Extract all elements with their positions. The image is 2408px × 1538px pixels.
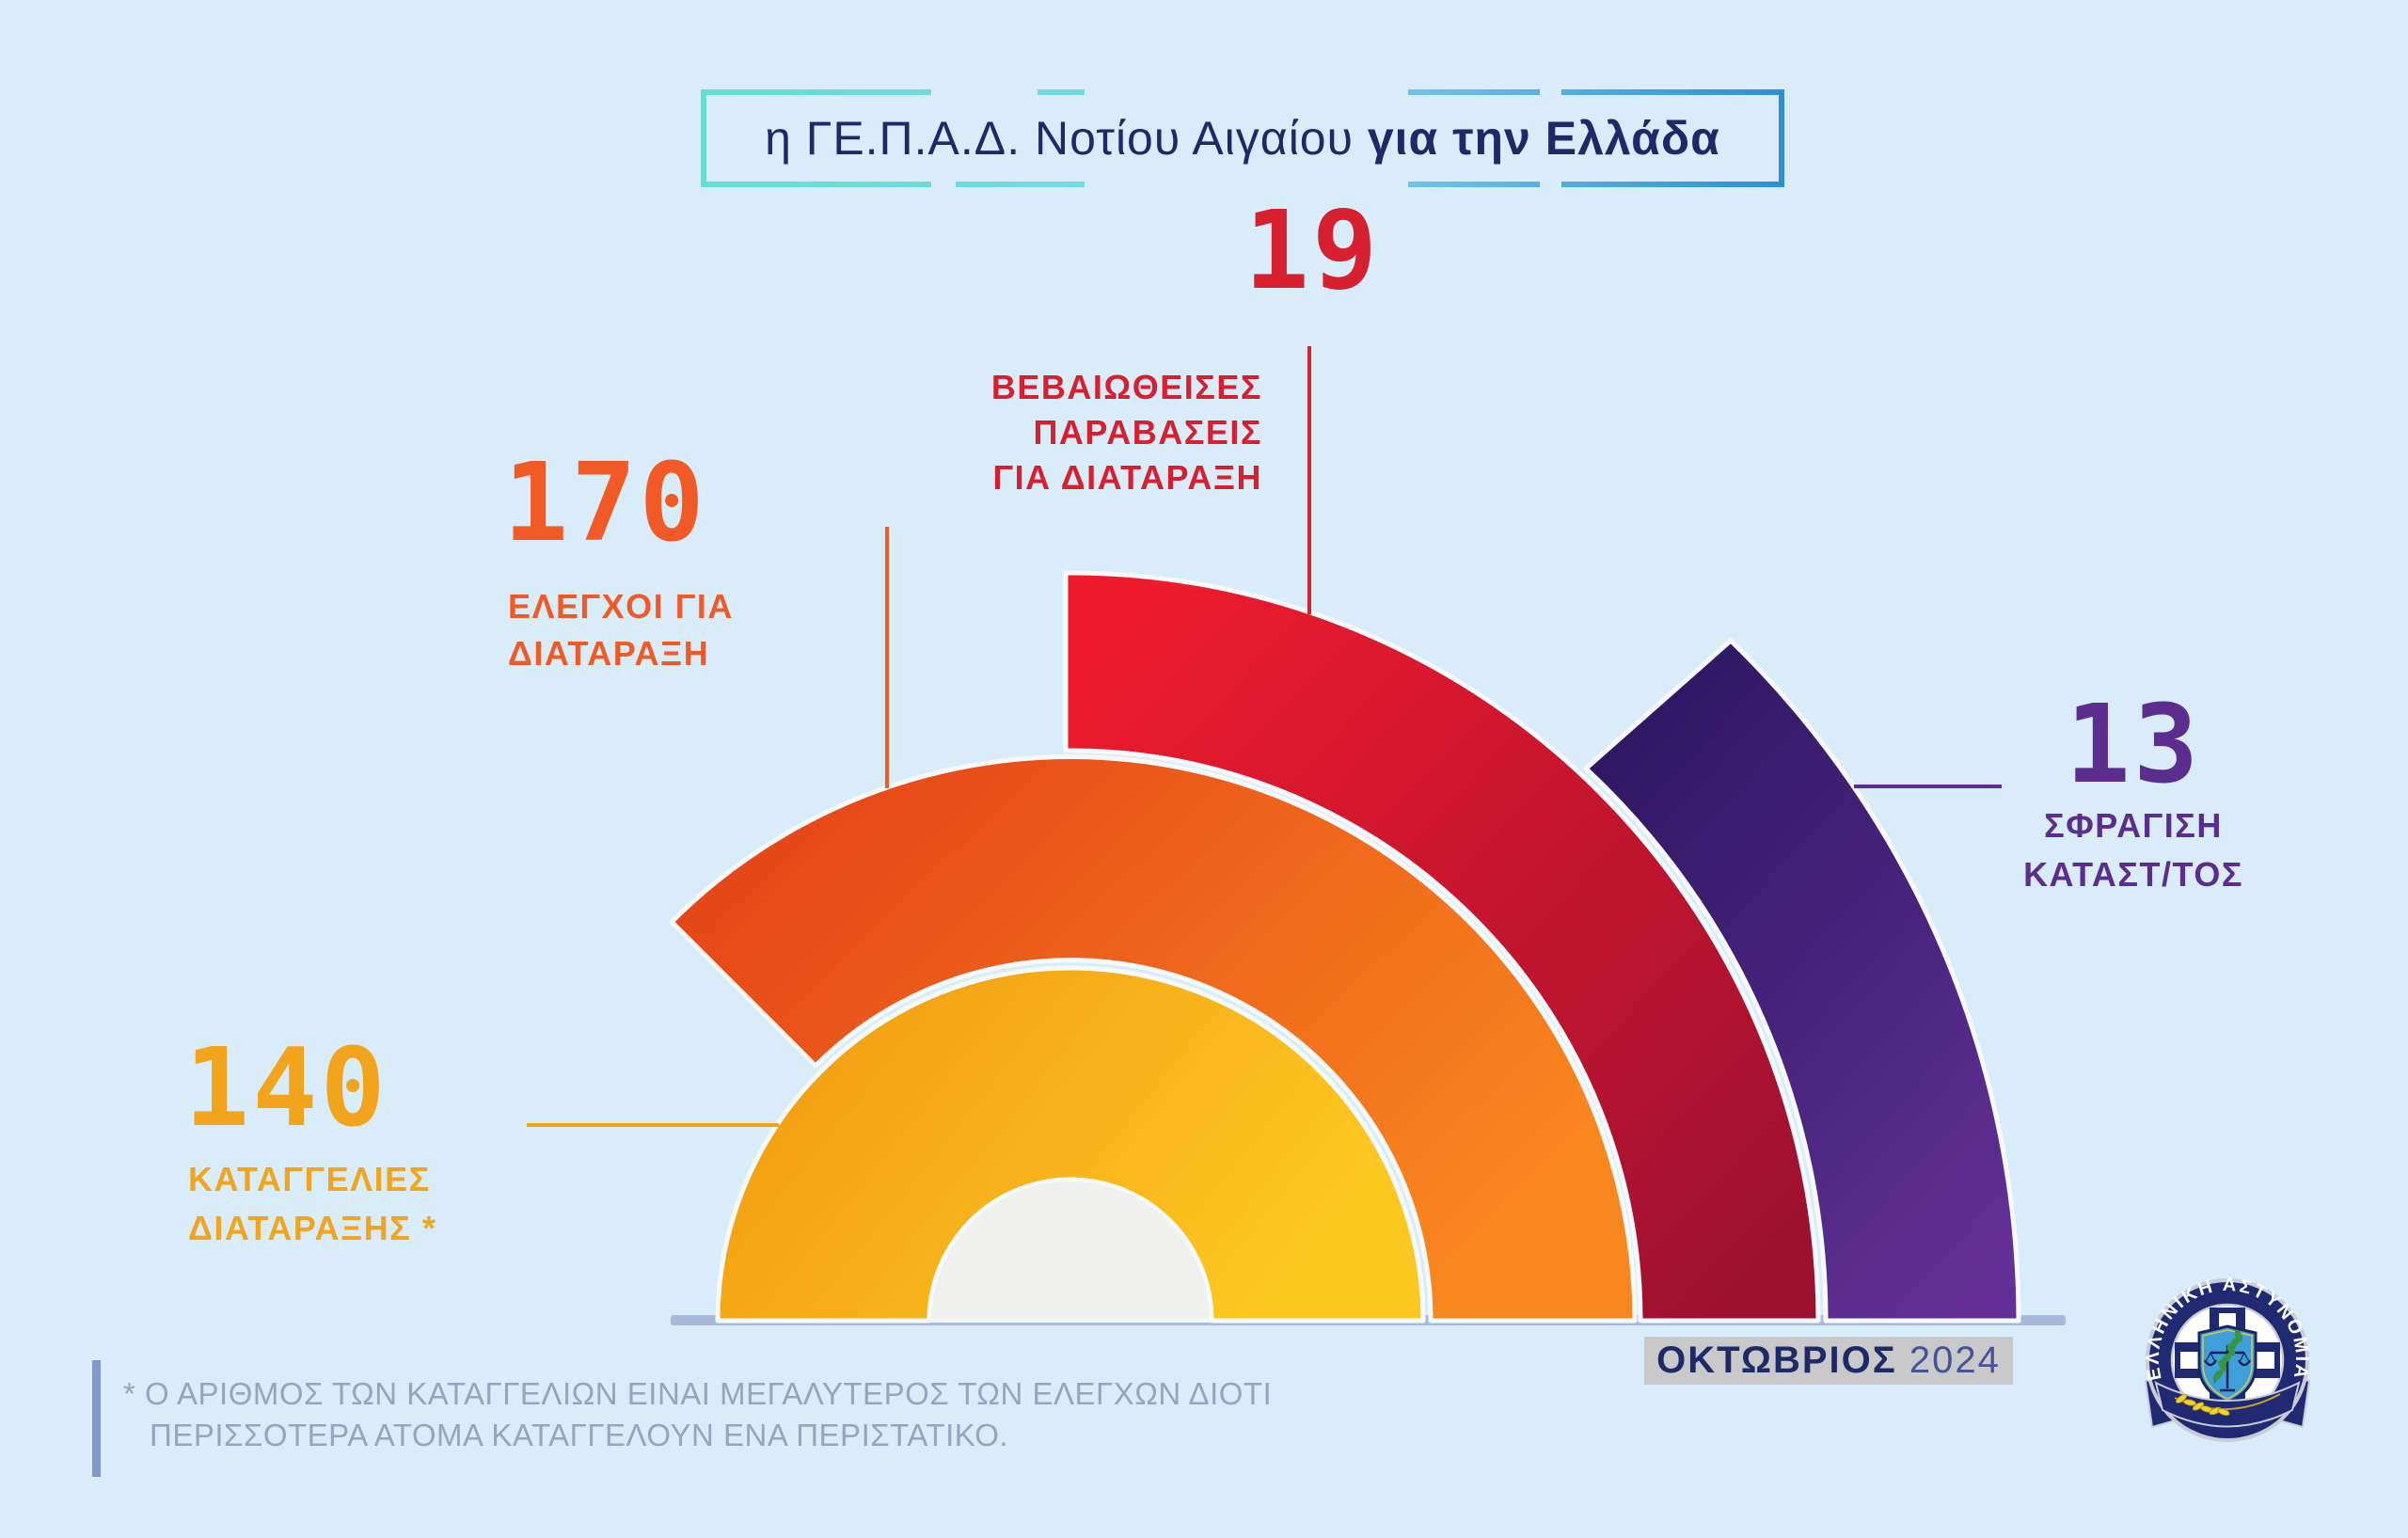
title-frame-border (701, 89, 1784, 187)
label-controls: ΕΛΕΓΧΟΙ ΓΙΑ ΔΙΑΤΑΡΑΞΗ (508, 583, 734, 677)
label-violations-line2: ΠΑΡΑΒΑΣΕΙΣ (1033, 413, 1262, 452)
page-title-bold: για την Ελλάδα (1367, 112, 1720, 165)
arc-sealings (1583, 638, 2021, 1324)
label-violations: ΒΕΒΑΙΩΘΕΙΣΕΣ ΠΑΡΑΒΑΣΕΙΣ ΓΙΑ ΔΙΑΤΑΡΑΞΗ (933, 365, 1262, 500)
date-year: 2024 (1896, 1340, 2001, 1381)
arc-violations (1063, 570, 1821, 1324)
label-complaints-line1: ΚΑΤΑΓΓΕΛΙΕΣ (188, 1160, 431, 1198)
label-controls-line1: ΕΛΕΓΧΟΙ ΓΙΑ (508, 587, 734, 626)
footnote-rule (92, 1360, 101, 1477)
date-badge: ΟΚΤΩΒΡΙΟΣ 2024 (1644, 1337, 2013, 1385)
value-violations: 19 (1244, 188, 1381, 314)
label-sealings: ΣΦΡΑΓΙΣΗ ΚΑΤΑΣΤ/ΤΟΣ (1978, 801, 2289, 899)
ribbon-banner (2154, 1381, 2301, 1428)
value-sealings: 13 (2065, 682, 2202, 808)
date-month: ΟΚΤΩΒΡΙΟΣ (1656, 1340, 1897, 1381)
hellenic-police-logo: ΕΛΛΗΝΙΚΗ ΑΣΤΥΝΟΜΙΑ (2143, 1276, 2311, 1442)
footnote-line2: ΠΕΡΙΣΣΟΤΕΡΑ ΑΤΟΜΑ ΚΑΤΑΓΓΕΛΟΥΝ ΕΝΑ ΠΕΡΙΣΤ… (150, 1418, 1009, 1452)
footnote: * Ο ΑΡΙΘΜΟΣ ΤΩΝ ΚΑΤΑΓΓΕΛΙΩΝ ΕΙΝΑΙ ΜΕΓΑΛΥ… (92, 1360, 1272, 1477)
label-complaints: ΚΑΤΑΓΓΕΛΙΕΣ ΔΙΑΤΑΡΑΞΗΣ * (188, 1155, 436, 1253)
footnote-text: * Ο ΑΡΙΘΜΟΣ ΤΩΝ ΚΑΤΑΓΓΕΛΙΩΝ ΕΙΝΑΙ ΜΕΓΑΛΥ… (123, 1360, 1272, 1477)
label-sealings-line1: ΣΦΡΑΓΙΣΗ (2044, 806, 2223, 845)
label-violations-line3: ΓΙΑ ΔΙΑΤΑΡΑΞΗ (992, 458, 1262, 497)
page-title-prefix: η ΓΕ.Π.Α.Δ. Νοτίου Αιγαίου (765, 112, 1368, 165)
page-title: η ΓΕ.Π.Α.Δ. Νοτίου Αιγαίου για την Ελλάδ… (701, 89, 1784, 187)
center-hole (927, 1178, 1214, 1323)
label-sealings-line2: ΚΑΤΑΣΤ/ΤΟΣ (2023, 855, 2243, 894)
label-violations-line1: ΒΕΒΑΙΩΘΕΙΣΕΣ (990, 368, 1262, 406)
gold-laurel-icon (2174, 1393, 2281, 1416)
label-controls-line2: ΔΙΑΤΑΡΑΞΗ (508, 634, 710, 673)
label-complaints-line2: ΔΙΑΤΑΡΑΞΗΣ * (188, 1209, 437, 1247)
value-complaints: 140 (184, 1025, 388, 1151)
footnote-line1: * Ο ΑΡΙΘΜΟΣ ΤΩΝ ΚΑΤΑΓΓΕΛΙΩΝ ΕΙΝΑΙ ΜΕΓΑΛΥ… (123, 1376, 1273, 1411)
laurel-branch-icon (2212, 1329, 2243, 1384)
title-frame: η ΓΕ.Π.Α.Δ. Νοτίου Αιγαίου για την Ελλάδ… (701, 89, 1784, 187)
arc-controls (669, 754, 1638, 1324)
scales-icon (2203, 1345, 2252, 1392)
value-controls: 170 (503, 440, 707, 566)
